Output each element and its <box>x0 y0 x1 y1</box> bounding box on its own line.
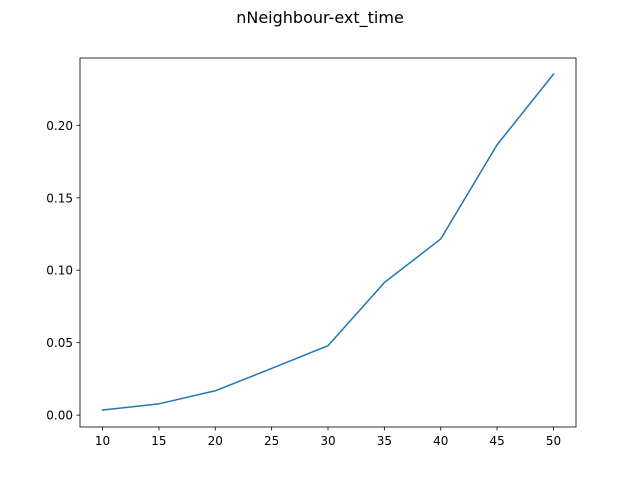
x-tick-label: 35 <box>377 434 392 448</box>
y-tick-label: 0.10 <box>46 264 73 278</box>
y-tick-label: 0.20 <box>46 119 73 133</box>
x-tick-label: 30 <box>320 434 335 448</box>
x-tick-label: 45 <box>489 434 504 448</box>
x-tick-label: 25 <box>264 434 279 448</box>
chart-title: nNeighbour-ext_time <box>0 8 640 27</box>
series-line-0 <box>103 74 554 410</box>
x-tick-label: 10 <box>95 434 110 448</box>
y-tick-label: 0.15 <box>46 191 73 205</box>
y-tick-label: 0.00 <box>46 409 73 423</box>
x-tick-label: 15 <box>151 434 166 448</box>
x-tick-label: 20 <box>208 434 223 448</box>
x-tick-label: 50 <box>546 434 561 448</box>
y-tick-label: 0.05 <box>46 336 73 350</box>
x-tick-label: 40 <box>433 434 448 448</box>
axes-frame <box>80 58 576 427</box>
